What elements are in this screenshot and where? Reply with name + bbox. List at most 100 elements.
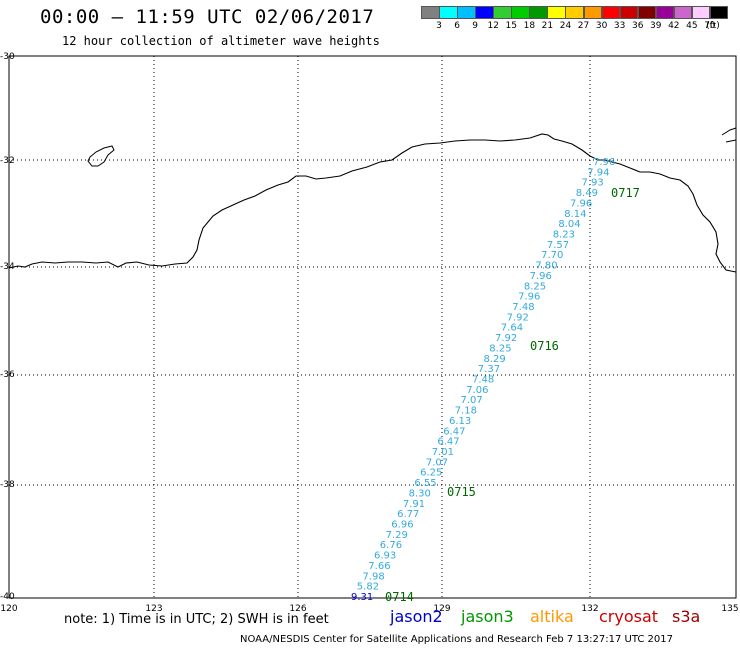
swh-reading: 6.13 [449,416,471,427]
satellite-altika: altika [530,607,574,626]
swh-reading: 7.91 [403,499,425,510]
units-note: note: 1) Time is in UTC; 2) SWH is in fe… [64,612,329,627]
legend-label: 36 [631,21,644,31]
lon-label: 129 [433,604,451,614]
credit-footer: NOAA/NESDIS Center for Satellite Applica… [240,634,673,645]
swh-reading: 7.07 [426,457,448,468]
swh-reading: 7.93 [582,178,604,189]
map-frame [8,55,737,599]
legend-swatch [691,6,711,19]
swh-reading: 7.48 [472,375,494,386]
legend-swatch [601,6,621,19]
swh-reading: 7.07 [461,395,483,406]
legend-swatch [619,6,639,19]
lon-label: 135 [721,604,739,614]
wave-height-legend: 3 6 9 12 15 18 21 24 27 30 33 36 39 42 45 70 (ft) [421,6,729,32]
legend-label: 70 [704,21,716,31]
swh-reading: 7.37 [478,364,500,375]
legend-swatch [529,6,548,19]
swh-reading: 7.92 [507,312,529,323]
swh-reading: 6.96 [391,520,413,531]
map-subtitle: 12 hour collection of altimeter wave hei… [62,34,380,48]
legend-label: 27 [577,21,590,31]
legend-label: 3 [436,21,442,31]
swh-reading: 8.30 [409,488,431,499]
swh-reading: 8.04 [558,219,580,230]
time-marker: 0715 [447,485,476,499]
lat-label: -36 [0,370,15,380]
lon-label: 120 [0,604,18,614]
graticule [9,56,736,598]
legend-label: 15 [505,21,517,31]
swh-reading: 7.96 [593,157,615,168]
satellite-s3a: s3a [672,607,701,626]
swh-reading: 6.47 [443,426,465,437]
swh-reading: 6.93 [374,551,396,562]
coastline [8,133,737,273]
swh-reading: 7.01 [432,447,454,458]
swh-reading: 7.64 [501,323,523,334]
satellite-jason2: jason2 [390,607,443,626]
swh-reading: 9.31 [351,592,373,603]
lon-label: 126 [289,604,307,614]
legend-swatch [655,6,675,19]
swh-reading: 7.48 [512,302,534,313]
legend-label: 30 [595,21,608,31]
legend-swatch [457,6,476,19]
swh-reading: 8.25 [489,343,511,354]
lat-label: -30 [0,52,15,62]
time-markers: 0714 0715 0716 0717 [385,186,640,604]
legend-swatch [475,6,494,19]
swh-reading: 7.94 [587,167,609,178]
legend-swatch [583,6,603,19]
time-marker: 0714 [385,590,414,604]
swh-reading: 7.29 [386,530,408,541]
lon-label: 132 [581,604,599,614]
swh-reading: 5.82 [357,582,379,593]
legend-label: 24 [559,21,572,31]
legend-swatch [547,6,566,19]
legend-swatch [709,6,729,19]
legend-label: 45 [686,21,698,31]
swh-reading: 8.14 [564,209,586,220]
swh-reading: 7.80 [535,261,557,272]
map-title: 00:00 – 11:59 UTC 02/06/2017 [40,6,375,28]
swh-reading: 6.76 [380,540,402,551]
legend-label: 21 [541,21,554,31]
legend-swatch [511,6,530,19]
legend-label: 18 [523,21,536,31]
satellite-cryosat: cryosat [599,607,659,626]
satellite-jason3: jason3 [461,607,514,626]
island-kangaroo [87,145,115,167]
legend-label: 6 [454,21,460,31]
time-marker: 0717 [611,186,640,200]
legend-unit: (ft) [706,21,720,31]
lat-label: -34 [0,262,15,272]
swh-reading: 7.96 [518,292,540,303]
lat-label: -40 [0,592,15,602]
legend-label: 39 [650,21,662,31]
swh-reading: 6.47 [437,437,459,448]
swh-reading: 8.25 [524,281,546,292]
swh-reading: 7.92 [495,333,517,344]
lon-label: 123 [145,604,163,614]
swh-reading: 8.23 [553,230,575,241]
swh-reading: 7.96 [530,271,552,282]
swh-reading: 8.29 [484,354,506,365]
legend-label: 33 [613,21,626,31]
swh-reading: 7.57 [547,240,569,251]
swh-reading: 7.18 [455,406,477,417]
swh-reading: 6.77 [397,509,419,520]
lat-label: -38 [0,480,15,490]
swh-reading: 7.70 [541,250,563,261]
time-marker: 0716 [530,339,559,353]
swh-reading: 7.66 [368,561,390,572]
swh-reading: 8.49 [576,188,598,199]
swh-reading: 7.96 [570,198,592,209]
legend-label: 12 [487,21,499,31]
swh-reading: 6.25 [420,468,442,479]
lat-label: -32 [0,156,15,166]
legend-label: 42 [668,21,680,31]
legend-swatch [673,6,693,19]
